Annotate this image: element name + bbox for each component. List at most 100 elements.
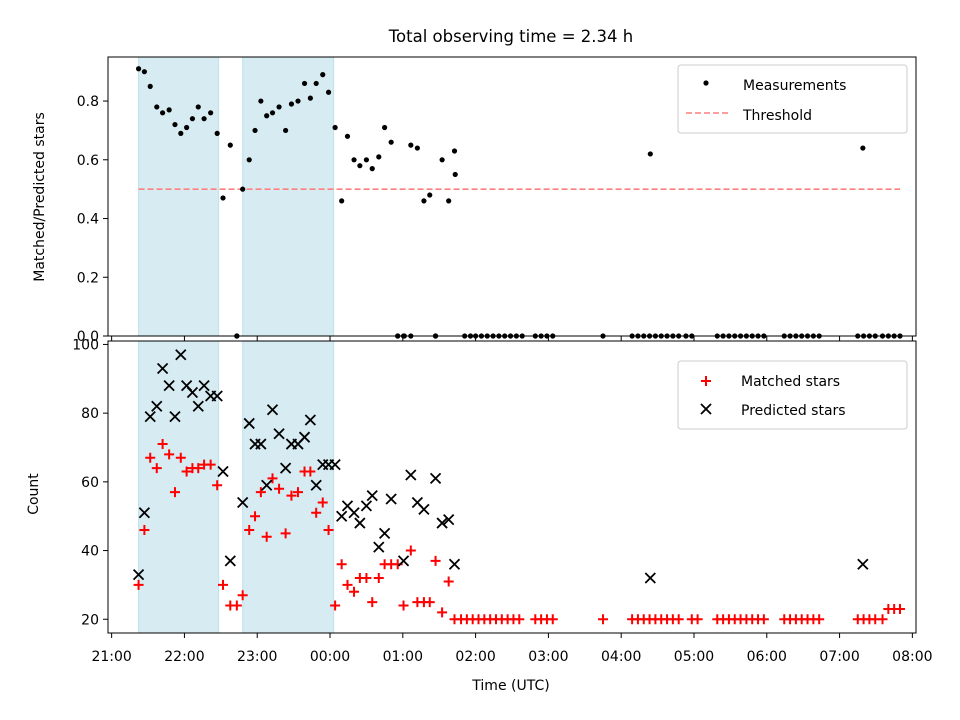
predicted-star-marker (405, 469, 417, 481)
ratio-y-tick-label: 0.8 (77, 94, 99, 110)
measurement-point (307, 95, 313, 101)
predicted-star-marker (255, 438, 267, 450)
matched-star-marker (280, 528, 291, 539)
matched-star-marker (133, 579, 144, 590)
ratio-legend-box (677, 64, 908, 134)
predicted-star-marker (329, 459, 341, 471)
legend-threshold-label: Threshold (742, 108, 812, 124)
measurement-point (276, 104, 282, 110)
legend-matched-label: Matched stars (741, 374, 840, 390)
predicted-star-marker (366, 489, 378, 502)
measurement-point (414, 145, 420, 151)
ratio-axis-ticks: 0.0 0.2 0.4 0.6 0.8 (77, 94, 913, 345)
matched-star-marker (405, 545, 416, 556)
measurement-point (388, 139, 394, 145)
measurement-point (220, 195, 226, 201)
predicted-star-marker (217, 465, 229, 478)
legend-predicted-label: Predicted stars (741, 403, 846, 419)
matched-star-marker (157, 439, 168, 450)
x-tick-label: 22:00 (164, 649, 204, 665)
predicted-star-marker (237, 496, 249, 509)
matched-star-marker (323, 524, 334, 535)
predicted-star-marker (211, 390, 223, 402)
predicted-star-marker (348, 507, 360, 519)
measurement-point (344, 133, 351, 139)
count-legend: Matched stars Predicted stars (677, 360, 908, 430)
predicted-star-marker (354, 517, 366, 529)
legend-measurements-label: Measurements (743, 78, 846, 94)
matched-star-marker (205, 459, 216, 470)
count-shaded-interval (138, 340, 220, 634)
predicted-star-marker (151, 400, 163, 412)
matched-star-marker (274, 483, 285, 494)
predicted-star-marker (273, 428, 285, 440)
matched-star-marker (894, 603, 905, 614)
ratio-y-tick-label: 0.0 (77, 329, 99, 345)
predicted-star-marker (336, 510, 348, 522)
measurement-point (313, 80, 319, 87)
count-legend-box (677, 360, 908, 430)
measurement-point (264, 113, 270, 119)
measurement-point (320, 72, 326, 78)
predicted-star-marker (266, 404, 279, 416)
measurement-point (147, 83, 153, 89)
measurement-point (451, 148, 458, 154)
x-tick-label: 23:00 (237, 649, 277, 665)
measurement-point (860, 145, 866, 151)
matched-star-marker (398, 600, 409, 611)
predicted-star-marker (144, 410, 156, 423)
count-y-tick-label: 60 (81, 475, 99, 491)
matched-star-marker (349, 586, 360, 597)
predicted-star-marker (138, 507, 151, 519)
predicted-star-marker (373, 541, 385, 553)
legend-matched-marker (701, 376, 711, 386)
measurement-point (408, 142, 414, 148)
x-axis-label: Time (UTC) (471, 678, 549, 694)
matched-star-marker (237, 590, 248, 601)
matched-star-marker (151, 463, 162, 474)
matched-star-marker (255, 487, 266, 498)
legend-measurement-marker (703, 80, 709, 86)
predicted-star-marker (644, 572, 656, 584)
x-tick-label: 02:00 (455, 649, 495, 665)
measurement-point (214, 130, 220, 136)
count-axes-frame (107, 340, 917, 634)
ratio-y-axis-label: Matched/Predicted stars (32, 112, 48, 282)
x-tick-label: 03:00 (528, 649, 568, 665)
matched-star-marker (169, 487, 180, 498)
measurement-point (439, 157, 445, 163)
matched-star-marker (437, 607, 448, 618)
count-y-tick-label: 80 (81, 406, 99, 422)
measurement-point (283, 127, 289, 134)
count-axes: 20 40 60 80 100 21:00 22:00 23:00 00:00 01:00 02:0… (26, 337, 933, 694)
ratio-y-tick-label: 0.4 (77, 212, 99, 228)
matched-star-marker (814, 614, 825, 625)
matched-star-marker (367, 597, 378, 608)
predicted-star-marker (385, 493, 397, 505)
ratio-shaded-interval (138, 56, 220, 337)
measurement-point (172, 121, 178, 128)
matched-star-marker (212, 480, 223, 491)
predicted-star-marker (243, 417, 255, 430)
measurement-point (351, 157, 357, 163)
measurement-point (195, 104, 201, 110)
measurement-point (339, 198, 345, 204)
predicted-star-marker (429, 472, 442, 485)
predicted-star-marker (397, 555, 410, 567)
ratio-y-tick-label: 0.6 (77, 153, 99, 169)
measurement-point (227, 142, 233, 148)
predicted-star-marker (132, 568, 145, 581)
matched-star-marker (547, 614, 558, 625)
measurement-point (189, 116, 196, 122)
count-y-tick-label: 40 (81, 544, 99, 560)
count-y-axis-label: Count (26, 473, 42, 515)
matched-star-marker (231, 600, 242, 611)
predicted-star-marker (156, 362, 169, 375)
predicted-star-marker (261, 479, 273, 491)
predicted-star-marker (279, 462, 292, 474)
predicted-star-marker (448, 558, 461, 570)
matched-star-marker (758, 614, 769, 625)
measurement-point (184, 124, 190, 131)
measurement-point (376, 154, 382, 160)
legend-predicted-marker (700, 403, 712, 415)
